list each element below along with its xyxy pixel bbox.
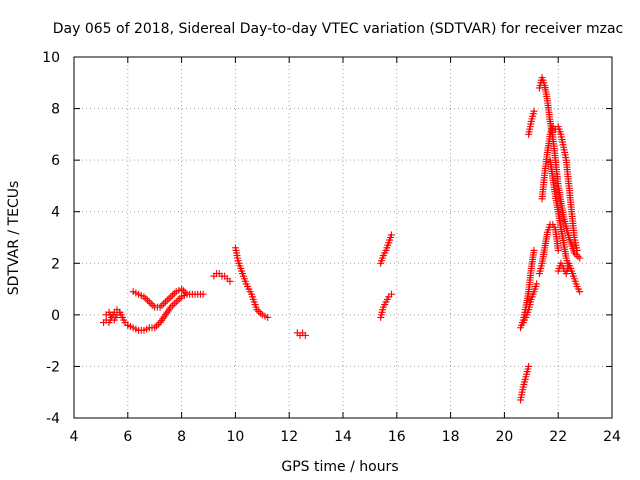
track-marker — [170, 300, 178, 308]
track-marker — [574, 252, 582, 260]
y-tick-label: 8 — [51, 102, 60, 118]
data-point — [530, 107, 538, 115]
x-axis-label: GPS time / hours — [281, 459, 398, 475]
track-marker — [170, 289, 178, 297]
data-point — [199, 290, 207, 298]
track-marker — [257, 309, 265, 317]
data-point — [226, 277, 234, 285]
track-marker — [147, 300, 155, 308]
track-marker — [142, 295, 150, 303]
y-tick-label: 10 — [42, 50, 60, 66]
data-point — [167, 293, 175, 301]
x-tick-label: 10 — [226, 429, 244, 445]
track-marker — [163, 296, 171, 304]
track-marker — [169, 301, 177, 309]
track-marker — [165, 295, 173, 303]
data-point — [161, 298, 169, 306]
track-marker — [149, 301, 157, 309]
data-point — [172, 298, 180, 306]
x-tick-label: 20 — [495, 429, 513, 445]
x-tick-label: 12 — [280, 429, 298, 445]
y-tick-label: -4 — [46, 411, 60, 427]
track-marker — [144, 296, 152, 304]
track-marker — [179, 287, 187, 295]
x-tick-label: 22 — [549, 429, 567, 445]
y-axis-label: SDTVAR / TECUs — [6, 181, 22, 296]
y-axis: -4 -2 0 2 4 6 8 10 — [42, 50, 612, 427]
track-marker — [160, 300, 168, 308]
data-point — [576, 288, 584, 296]
y-tick-label: -2 — [46, 359, 60, 375]
track-marker — [174, 296, 182, 304]
y-tick-label: 2 — [51, 256, 60, 272]
data-point — [525, 362, 533, 370]
x-tick-label: 4 — [70, 429, 79, 445]
track-marker — [181, 289, 189, 297]
data-point — [554, 246, 562, 254]
y-tick-label: 0 — [51, 308, 60, 324]
data-point — [145, 298, 153, 306]
data-point — [530, 246, 538, 254]
data-point — [116, 308, 124, 316]
track-marker — [154, 320, 162, 328]
data-point — [264, 313, 272, 321]
x-tick-label: 16 — [388, 429, 406, 445]
track-marker — [169, 291, 177, 299]
x-tick-label: 18 — [442, 429, 460, 445]
data-points — [100, 74, 584, 404]
data-point — [533, 280, 541, 288]
x-tick-label: 8 — [177, 429, 186, 445]
data-point — [387, 290, 395, 298]
track-marker — [176, 295, 184, 303]
x-tick-label: 14 — [334, 429, 352, 445]
chart-title: Day 065 of 2018, Sidereal Day-to-day VTE… — [53, 21, 623, 37]
y-tick-label: 6 — [51, 153, 60, 169]
x-tick-label: 24 — [603, 429, 621, 445]
data-point — [573, 246, 581, 254]
data-point — [301, 331, 309, 339]
track-marker — [152, 322, 160, 330]
y-tick-label: 4 — [51, 205, 60, 221]
x-axis: 4 6 8 10 12 14 16 18 20 22 24 — [70, 57, 621, 445]
x-tick-label: 6 — [123, 429, 132, 445]
data-point — [576, 254, 584, 262]
data-point — [387, 231, 395, 239]
track-marker — [158, 301, 166, 309]
